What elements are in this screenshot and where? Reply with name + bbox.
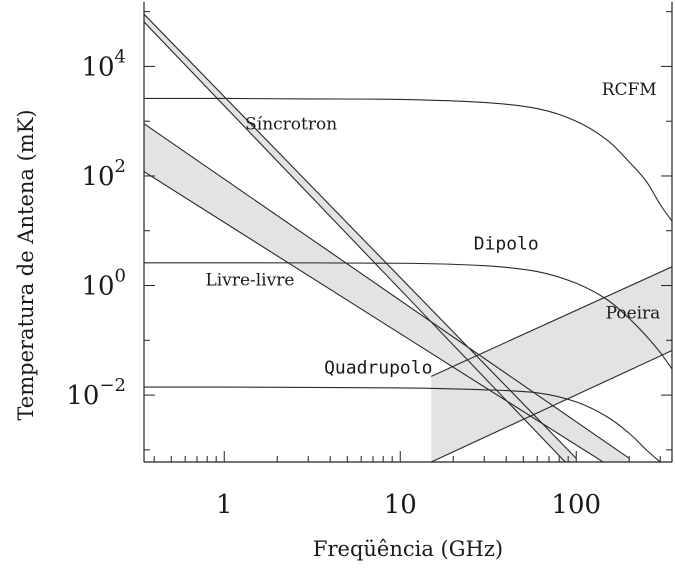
y-axis-title: Temperatura de Antena (mK) [14,109,38,420]
series-line-dipolo [144,262,672,370]
band-upper-livre-livre [144,123,630,459]
x-tick-label: 1 [216,490,233,520]
band-upper-sincrotron [144,13,577,459]
y-tick-label: 102 [81,156,126,192]
annotation-poeira: Poeira [606,304,661,324]
annotation-livre-livre: Livre-livre [205,271,294,291]
x-axis-title: Freqüência (GHz) [313,537,503,561]
band-poeira [431,266,672,462]
series-line-rcfm [144,97,672,222]
band-lower-livre-livre [144,171,605,462]
y-tick-exponent: 2 [115,156,126,177]
band-upper-poeira [431,266,672,377]
annotation-rcfm: RCFM [602,80,657,100]
annotation-dipolo: Dipolo [474,234,539,255]
band-lower-poeira [431,350,672,462]
y-tick-base: 10 [81,162,114,192]
y-tick-base: 10 [81,52,114,82]
y-tick-exponent: 4 [115,46,126,67]
x-tick-label: 10 [384,490,417,520]
y-tick-label: 104 [81,46,126,82]
annotation-quadrupolo: Quadrupolo [324,357,432,378]
x-tick-label: 100 [551,490,601,520]
y-tick-base: 10 [81,272,114,302]
band-livre-livre [144,123,630,462]
series-line-quadrupolo [144,386,661,462]
band-lower-sincrotron [144,21,566,462]
y-tick-base: 10 [66,381,99,411]
annotation-sincrotron: Síncrotron [245,115,337,135]
y-tick-exponent: −2 [99,375,126,396]
y-tick-label: 10−2 [66,375,126,411]
y-tick-exponent: 0 [115,266,126,287]
y-tick-label: 100 [81,266,126,302]
